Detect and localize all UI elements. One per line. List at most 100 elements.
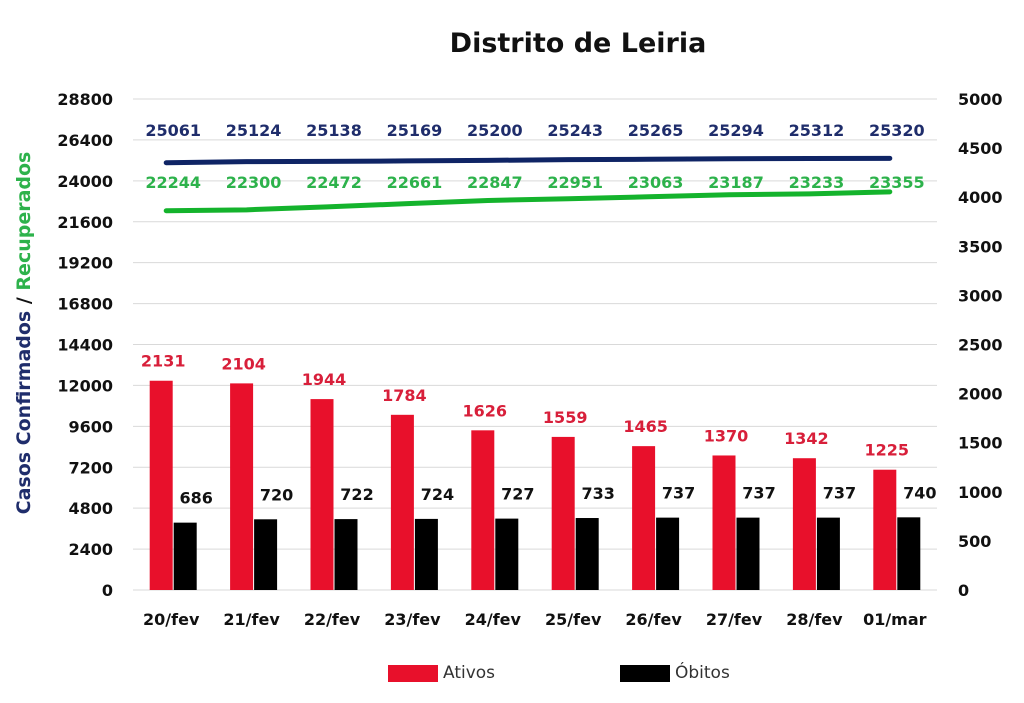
line-data-label: 23063 [628, 173, 684, 192]
bar-data-label: 1465 [623, 417, 668, 436]
bar-obitos [495, 518, 519, 590]
left-axis-tick-label: 12000 [57, 376, 113, 395]
line-data-label: 23355 [869, 173, 925, 192]
x-axis-tick-label: 01/mar [863, 610, 927, 629]
left-axis-tick-label: 28800 [57, 90, 113, 109]
bar-ativos [230, 383, 254, 590]
line-data-label: 25138 [306, 121, 362, 140]
line-data-label: 25243 [547, 121, 603, 140]
left-axis-tick-label: 2400 [68, 540, 113, 559]
legend-swatch-ativos [388, 664, 438, 682]
line-data-label: 22847 [467, 173, 523, 192]
line-data-label: 22661 [387, 173, 443, 192]
right-axis-tick-label: 500 [958, 532, 991, 551]
x-axis-tick-label: 21/fev [223, 610, 280, 629]
right-axis-tick-label: 0 [958, 581, 969, 600]
line-data-label: 22244 [145, 173, 201, 192]
left-axis-tick-label: 9600 [68, 417, 113, 436]
legend-swatch-obitos [620, 664, 670, 682]
bar-data-label: 727 [501, 485, 534, 504]
bar-data-label: 1559 [543, 408, 588, 427]
bar-obitos [656, 517, 680, 590]
line-data-label: 25124 [226, 121, 282, 140]
bar-obitos [414, 518, 438, 590]
x-axis-tick-label: 27/fev [706, 610, 763, 629]
line-data-label: 25312 [789, 121, 845, 140]
legend-label-ativos: Ativos [443, 663, 496, 683]
x-axis-tick-label: 25/fev [545, 610, 602, 629]
left-axis-tick-label: 16800 [57, 295, 113, 314]
line-data-label: 23187 [708, 173, 764, 192]
bar-obitos [897, 517, 921, 590]
x-axis-tick-label: 24/fev [465, 610, 522, 629]
line-series [163, 189, 893, 214]
bar-data-label: 2104 [221, 354, 266, 373]
bar-data-label: 2131 [141, 352, 186, 371]
bar-data-label: 1944 [302, 370, 347, 389]
left-axis-tick-label: 26400 [57, 131, 113, 150]
line-data-label: 25265 [628, 121, 684, 140]
line-data-label: 23233 [789, 173, 845, 192]
bar-data-label: 1225 [865, 441, 910, 460]
right-axis-tick-label: 3500 [958, 237, 1003, 256]
line-series [163, 155, 893, 166]
bar-data-label: 737 [662, 484, 695, 503]
left-axis-tick-label: 21600 [57, 213, 113, 232]
bar-ativos [551, 436, 575, 590]
bar-obitos [334, 519, 358, 590]
left-axis-tick-label: 19200 [57, 254, 113, 273]
bar-data-label: 686 [179, 489, 212, 508]
bar-data-label: 1342 [784, 429, 829, 448]
right-axis-tick-label: 1000 [958, 483, 1003, 502]
x-axis-tick-label: 28/fev [786, 610, 843, 629]
right-axis-tick-label: 2000 [958, 385, 1003, 404]
line-data-label: 22951 [547, 173, 603, 192]
right-axis-tick-label: 4000 [958, 188, 1003, 207]
left-axis-tick-label: 0 [102, 581, 113, 600]
chart-title: Distrito de Leiria [449, 28, 707, 59]
bar-data-label: 1370 [704, 426, 749, 445]
bar-ativos [390, 414, 414, 590]
left-axis-tick-label: 7200 [68, 458, 113, 477]
bar-ativos [632, 446, 656, 590]
line-data-label: 22472 [306, 173, 362, 192]
x-axis-tick-label: 22/fev [304, 610, 361, 629]
bar-data-label: 737 [742, 484, 775, 503]
bar-ativos [792, 458, 816, 590]
bar-ativos [471, 430, 495, 590]
bar-data-label: 720 [260, 485, 293, 504]
bar-obitos [575, 518, 599, 590]
line-data-label: 22300 [226, 173, 282, 192]
bar-obitos [254, 519, 278, 590]
line-data-label: 25294 [708, 121, 764, 140]
bar-data-label: 724 [421, 485, 454, 504]
bar-obitos [736, 517, 760, 590]
bar-ativos [712, 455, 736, 590]
right-axis-tick-label: 2500 [958, 336, 1003, 355]
legend-item-obitos: Óbitos [620, 662, 730, 684]
line-data-label: 25061 [145, 121, 201, 140]
x-axis-tick-label: 20/fev [143, 610, 200, 629]
line-data-label: 25320 [869, 121, 925, 140]
legend-item-ativos: Ativos [388, 662, 495, 684]
right-axis-tick-label: 5000 [958, 90, 1003, 109]
bar-ativos [873, 469, 897, 590]
line-data-label: 25169 [387, 121, 443, 140]
right-axis-tick-label: 3000 [958, 286, 1003, 305]
bar-obitos [173, 522, 197, 590]
right-axis-tick-label: 4500 [958, 139, 1003, 158]
bar-data-label: 1626 [463, 401, 508, 420]
x-axis-tick-label: 23/fev [384, 610, 441, 629]
bar-ativos [310, 399, 334, 590]
bar-data-label: 740 [903, 483, 936, 502]
bar-data-label: 1784 [382, 386, 427, 405]
left-axis-tick-label: 14400 [57, 336, 113, 355]
bar-ativos [149, 380, 173, 590]
bar-data-label: 733 [581, 484, 614, 503]
right-axis-tick-label: 1500 [958, 434, 1003, 453]
bar-data-label: 737 [823, 484, 856, 503]
line-data-label: 25200 [467, 121, 523, 140]
x-axis-tick-label: 26/fev [625, 610, 682, 629]
bar-obitos [816, 517, 840, 590]
